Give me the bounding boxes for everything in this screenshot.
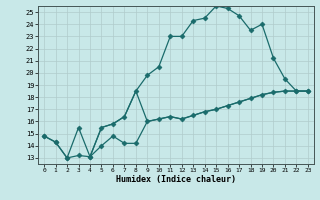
X-axis label: Humidex (Indice chaleur): Humidex (Indice chaleur) xyxy=(116,175,236,184)
